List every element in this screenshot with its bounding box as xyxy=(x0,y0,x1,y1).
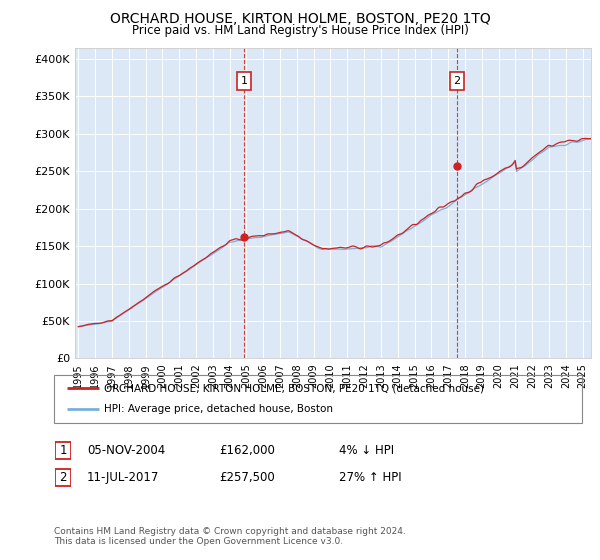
Text: 11-JUL-2017: 11-JUL-2017 xyxy=(87,470,160,484)
Text: 1: 1 xyxy=(241,76,247,86)
Text: Price paid vs. HM Land Registry's House Price Index (HPI): Price paid vs. HM Land Registry's House … xyxy=(131,24,469,36)
Text: 4% ↓ HPI: 4% ↓ HPI xyxy=(339,444,394,458)
Text: HPI: Average price, detached house, Boston: HPI: Average price, detached house, Bost… xyxy=(104,404,333,414)
Text: ORCHARD HOUSE, KIRTON HOLME, BOSTON, PE20 1TQ: ORCHARD HOUSE, KIRTON HOLME, BOSTON, PE2… xyxy=(110,12,490,26)
Text: 27% ↑ HPI: 27% ↑ HPI xyxy=(339,470,401,484)
Text: ORCHARD HOUSE, KIRTON HOLME, BOSTON, PE20 1TQ (detached house): ORCHARD HOUSE, KIRTON HOLME, BOSTON, PE2… xyxy=(104,383,484,393)
Text: 2: 2 xyxy=(59,470,67,484)
Text: 05-NOV-2004: 05-NOV-2004 xyxy=(87,444,165,458)
Text: Contains HM Land Registry data © Crown copyright and database right 2024.
This d: Contains HM Land Registry data © Crown c… xyxy=(54,526,406,546)
Text: 2: 2 xyxy=(454,76,461,86)
Text: £257,500: £257,500 xyxy=(219,470,275,484)
Text: £162,000: £162,000 xyxy=(219,444,275,458)
Text: 1: 1 xyxy=(59,444,67,458)
